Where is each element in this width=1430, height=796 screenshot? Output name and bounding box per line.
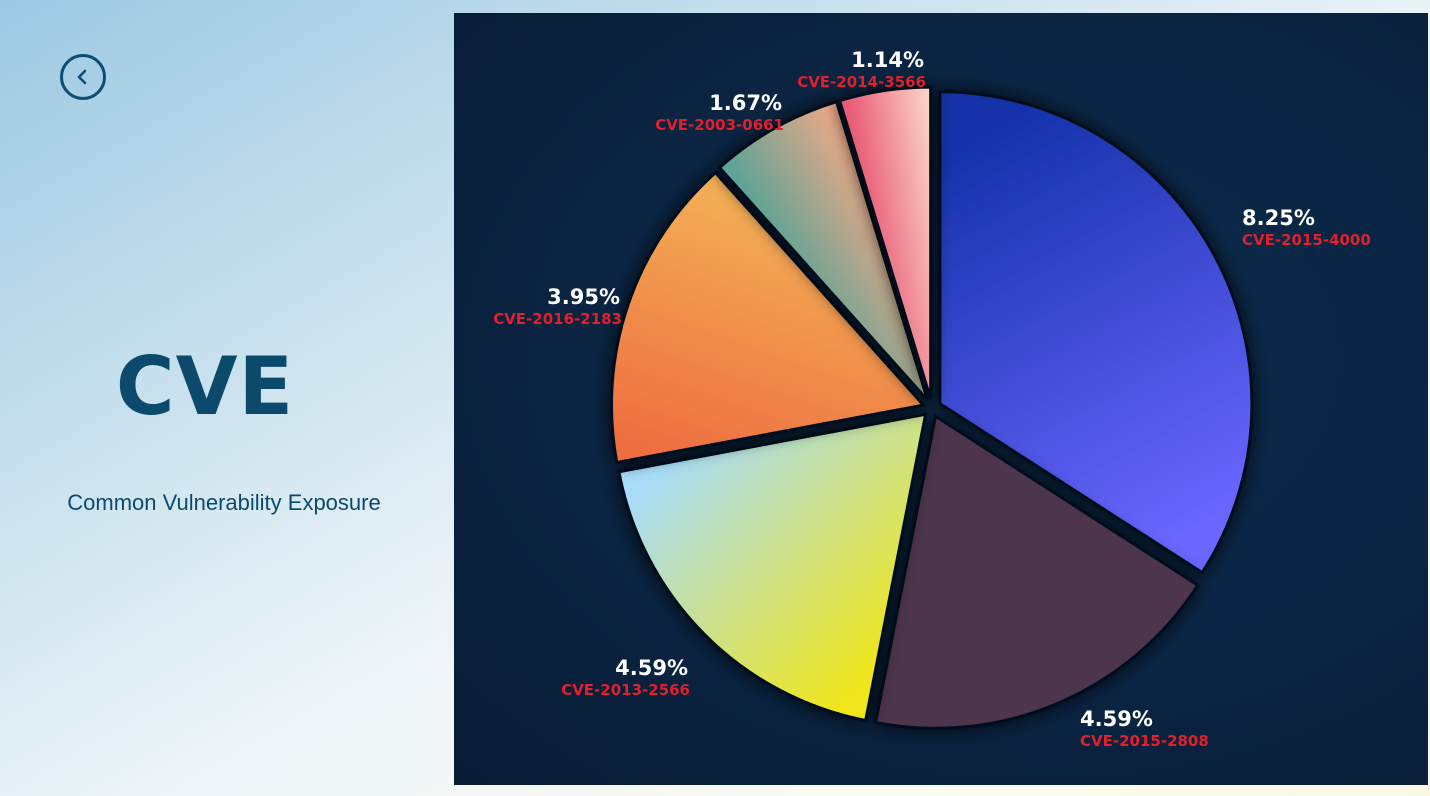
slice-name-label: CVE-2016-2183	[493, 310, 622, 328]
slice-value-label: 1.67%	[709, 91, 782, 115]
pie-slice-cve-2014-3566	[837, 85, 933, 400]
pie-slice-cve-2003-0661	[717, 99, 930, 402]
pie-slice-cve-2016-2183	[609, 170, 927, 465]
pie-slice-cve-2015-2808	[873, 413, 1200, 730]
slice-name-label: CVE-2015-2808	[1080, 732, 1209, 750]
slice-value-label: 1.14%	[851, 48, 924, 72]
pie-chart: 8.25%CVE-2015-40004.59%CVE-2015-28084.59…	[493, 48, 1371, 750]
chevron-left-icon	[77, 69, 87, 85]
page-title: CVE	[115, 340, 295, 433]
chart-panel: 8.25% CVE-2015-4000 4.59% CVE-2015-2808 4.59…	[454, 13, 1428, 785]
back-button[interactable]	[60, 54, 106, 100]
slice-name-label: CVE-2003-0661	[655, 116, 784, 134]
slice-value-label: 4.59%	[615, 656, 688, 680]
pie-slice-cve-2013-2566	[617, 412, 928, 723]
slice-name-label: CVE-2014-3566	[797, 73, 926, 91]
slice-name-label: CVE-2015-4000	[1242, 231, 1371, 249]
page-subtitle: Common Vulnerability Exposure	[67, 490, 381, 515]
pie-slice-cve-2015-4000	[938, 90, 1254, 575]
slice-value-label: 4.59%	[1080, 707, 1153, 731]
slice-value-label: 8.25%	[1242, 206, 1315, 230]
slice-name-label: CVE-2013-2566	[561, 681, 690, 699]
slice-value-label: 3.95%	[547, 285, 620, 309]
